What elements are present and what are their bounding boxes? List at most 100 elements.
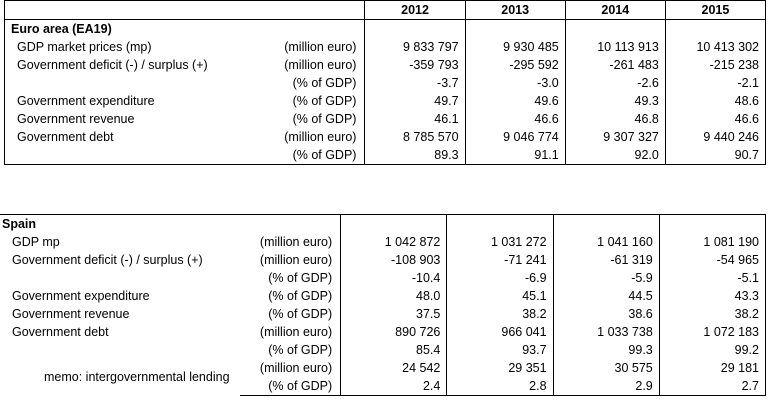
row-unit: (% of GDP)	[268, 343, 333, 357]
cell-value: 89.3	[364, 146, 466, 165]
cell-value: 49.3	[564, 92, 666, 110]
cell-value: -108 903	[340, 251, 447, 269]
table-row: (% of GDP) 89.3 91.1 92.0 90.7	[3, 146, 767, 165]
table-row: Government revenue (% of GDP) 37.5 38.2 38.6…	[0, 305, 767, 323]
cell-value: 46.6	[664, 110, 767, 128]
row-unit: (% of GDP)	[268, 289, 333, 303]
row-unit: (million euro)	[284, 58, 357, 72]
header-blank	[3, 0, 255, 20]
cell-value: 29 351	[446, 359, 554, 377]
row-unit: (% of GDP)	[254, 146, 365, 165]
table-row: Government debt (million euro) 8 785 570 9 …	[3, 128, 767, 146]
cell-value: -6.9	[446, 269, 554, 287]
row-label: Government debt	[12, 325, 109, 339]
row-label: Government expenditure	[3, 92, 255, 110]
cell-value: 24 542	[340, 359, 447, 377]
cell-value: 49.7	[364, 92, 466, 110]
header-blank	[254, 0, 365, 20]
row-label: Government revenue	[3, 110, 255, 128]
cell-value: 9 930 485	[464, 38, 566, 56]
table-row: (% of GDP) 85.4 93.7 99.3 99.2	[0, 341, 767, 359]
cell-value: -71 241	[446, 251, 554, 269]
table-row: (% of GDP) -3.7 -3.0 -2.6 -2.1	[3, 74, 767, 92]
row-label: Government expenditure	[12, 289, 150, 303]
row-label: Government debt	[3, 128, 255, 146]
cell-value: 93.7	[446, 341, 554, 359]
row-label: GDP mp	[12, 235, 60, 249]
table-row: Government deficit (-) / surplus (+) (mil…	[0, 251, 767, 269]
cell-value: -61 319	[552, 251, 660, 269]
cell-value: -5.9	[552, 269, 660, 287]
row-unit: (% of GDP)	[292, 94, 357, 108]
cell-value: -359 793	[364, 56, 466, 74]
cell-value: 46.6	[464, 110, 566, 128]
cell-value: 38.2	[658, 305, 767, 323]
cell-value: 1 081 190	[658, 233, 767, 251]
cell-value: 46.1	[364, 110, 466, 128]
row-unit: (million euro)	[259, 253, 333, 267]
row-unit: (million euro)	[259, 235, 333, 249]
cell-value: -3.0	[464, 74, 566, 92]
cell-value: 38.2	[446, 305, 554, 323]
section-title: Spain	[0, 214, 241, 233]
cell-value: -2.6	[564, 74, 666, 92]
cell-value: -2.1	[664, 74, 767, 92]
cell-value: 45.1	[446, 287, 554, 305]
cell-value: 1 031 272	[446, 233, 554, 251]
cell-value: 85.4	[340, 341, 447, 359]
cell-value: 1 072 183	[658, 323, 767, 341]
year-2014: 2014	[564, 0, 666, 20]
row-unit: (million euro)	[259, 361, 333, 375]
cell-value: 44.5	[552, 287, 660, 305]
table-row: Government debt (million euro) 890 726 966 …	[0, 323, 767, 341]
year-2012: 2012	[364, 0, 466, 20]
row-label: Government revenue	[12, 307, 130, 321]
table-row: Government expenditure (% of GDP) 48.0 45.1…	[0, 287, 767, 305]
cell-value: 2.9	[552, 377, 660, 396]
cell-value: 43.3	[658, 287, 767, 305]
cell-value: 37.5	[340, 305, 447, 323]
cell-value: 10 413 302	[664, 38, 767, 56]
section-title-row: Euro area (EA19)	[3, 19, 767, 38]
cell-value: 8 785 570	[364, 128, 466, 146]
cell-value: 2.4	[340, 377, 447, 396]
cell-value: -10.4	[340, 269, 447, 287]
euro-area-table: 2012 2013 2014 2015 Euro area (EA19) GDP…	[3, 0, 767, 165]
year-2013: 2013	[464, 0, 566, 20]
row-unit: (million euro)	[284, 40, 357, 54]
cell-value: 1 042 872	[340, 233, 447, 251]
table-row: GDP mp (million euro) 1 042 872 1 031 272 1 …	[0, 233, 767, 251]
cell-value: 99.2	[658, 341, 767, 359]
cell-value: 46.8	[564, 110, 666, 128]
cell-value: 966 041	[446, 323, 554, 341]
row-unit: (million euro)	[259, 325, 333, 339]
cell-value: 10 113 913	[564, 38, 666, 56]
row-unit: (% of GDP)	[268, 307, 333, 321]
row-unit: (% of GDP)	[292, 112, 357, 126]
cell-value: 30 575	[552, 359, 660, 377]
row-unit: (% of GDP)	[268, 271, 333, 285]
cell-value: -5.1	[658, 269, 767, 287]
memo-label: memo: intergovernmental lending	[44, 370, 230, 385]
table-row: GDP market prices (mp) (million euro) 9 83…	[3, 38, 767, 56]
cell-value: 48.0	[340, 287, 447, 305]
row-unit: (% of GDP)	[240, 377, 341, 396]
cell-value: 890 726	[340, 323, 447, 341]
cell-value: 1 033 738	[552, 323, 660, 341]
cell-value: 99.3	[552, 341, 660, 359]
table-row: Government revenue (% of GDP) 46.1 46.6 46.8…	[3, 110, 767, 128]
cell-value: 90.7	[664, 146, 767, 165]
cell-value: 2.7	[658, 377, 767, 396]
row-label	[3, 146, 255, 165]
table-row: Government expenditure (% of GDP) 49.7 49.6…	[3, 92, 767, 110]
cell-value: -54 965	[658, 251, 767, 269]
row-label: Government deficit (-) / surplus (+)	[12, 253, 203, 267]
header-row: 2012 2013 2014 2015	[3, 0, 767, 20]
section-title: Euro area (EA19)	[3, 19, 255, 38]
cell-value: 1 041 160	[552, 233, 660, 251]
table-row: (% of GDP) -10.4 -6.9 -5.9 -5.1	[0, 269, 767, 287]
cell-value: 92.0	[564, 146, 666, 165]
row-label	[0, 341, 240, 359]
memo-row: memo: intergovernmental lending (million…	[0, 359, 767, 384]
cell-value: 9 833 797	[364, 38, 466, 56]
